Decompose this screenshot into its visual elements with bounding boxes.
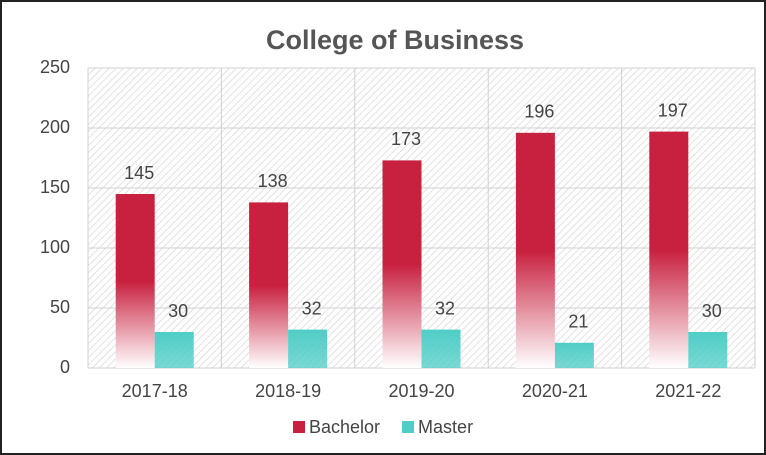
x-tick-label: 2018-19 [255,381,321,401]
bar [154,332,194,368]
bar [421,329,461,368]
y-tick-label: 100 [40,237,70,257]
bar [249,202,289,368]
data-label: 197 [658,100,688,120]
data-label: 30 [168,301,188,321]
bar [688,332,728,368]
y-tick-label: 150 [40,177,70,197]
bar [649,131,689,368]
chart-title: College of Business [266,25,524,55]
data-label: 30 [702,301,722,321]
x-tick-label: 2021-22 [655,381,721,401]
bar [554,342,594,368]
x-tick-label: 2019-20 [388,381,454,401]
bar [115,194,155,368]
data-label: 145 [124,163,154,183]
bar [382,160,422,368]
legend-swatch [402,421,415,433]
data-label: 32 [435,298,455,318]
y-tick-label: 200 [40,117,70,137]
y-tick-label: 50 [50,297,70,317]
y-tick-label: 250 [40,57,70,77]
data-label: 21 [568,312,588,332]
bar [288,329,328,368]
x-tick-label: 2020-21 [522,381,588,401]
data-label: 138 [258,171,288,191]
y-tick-label: 0 [60,357,70,377]
data-label: 173 [391,129,421,149]
legend-label: Bachelor [309,417,380,437]
bar [515,132,555,368]
data-label: 196 [524,102,554,122]
legend-swatch [293,421,305,433]
x-tick-label: 2017-18 [122,381,188,401]
legend-label: Master [418,417,473,437]
data-label: 32 [302,298,322,318]
